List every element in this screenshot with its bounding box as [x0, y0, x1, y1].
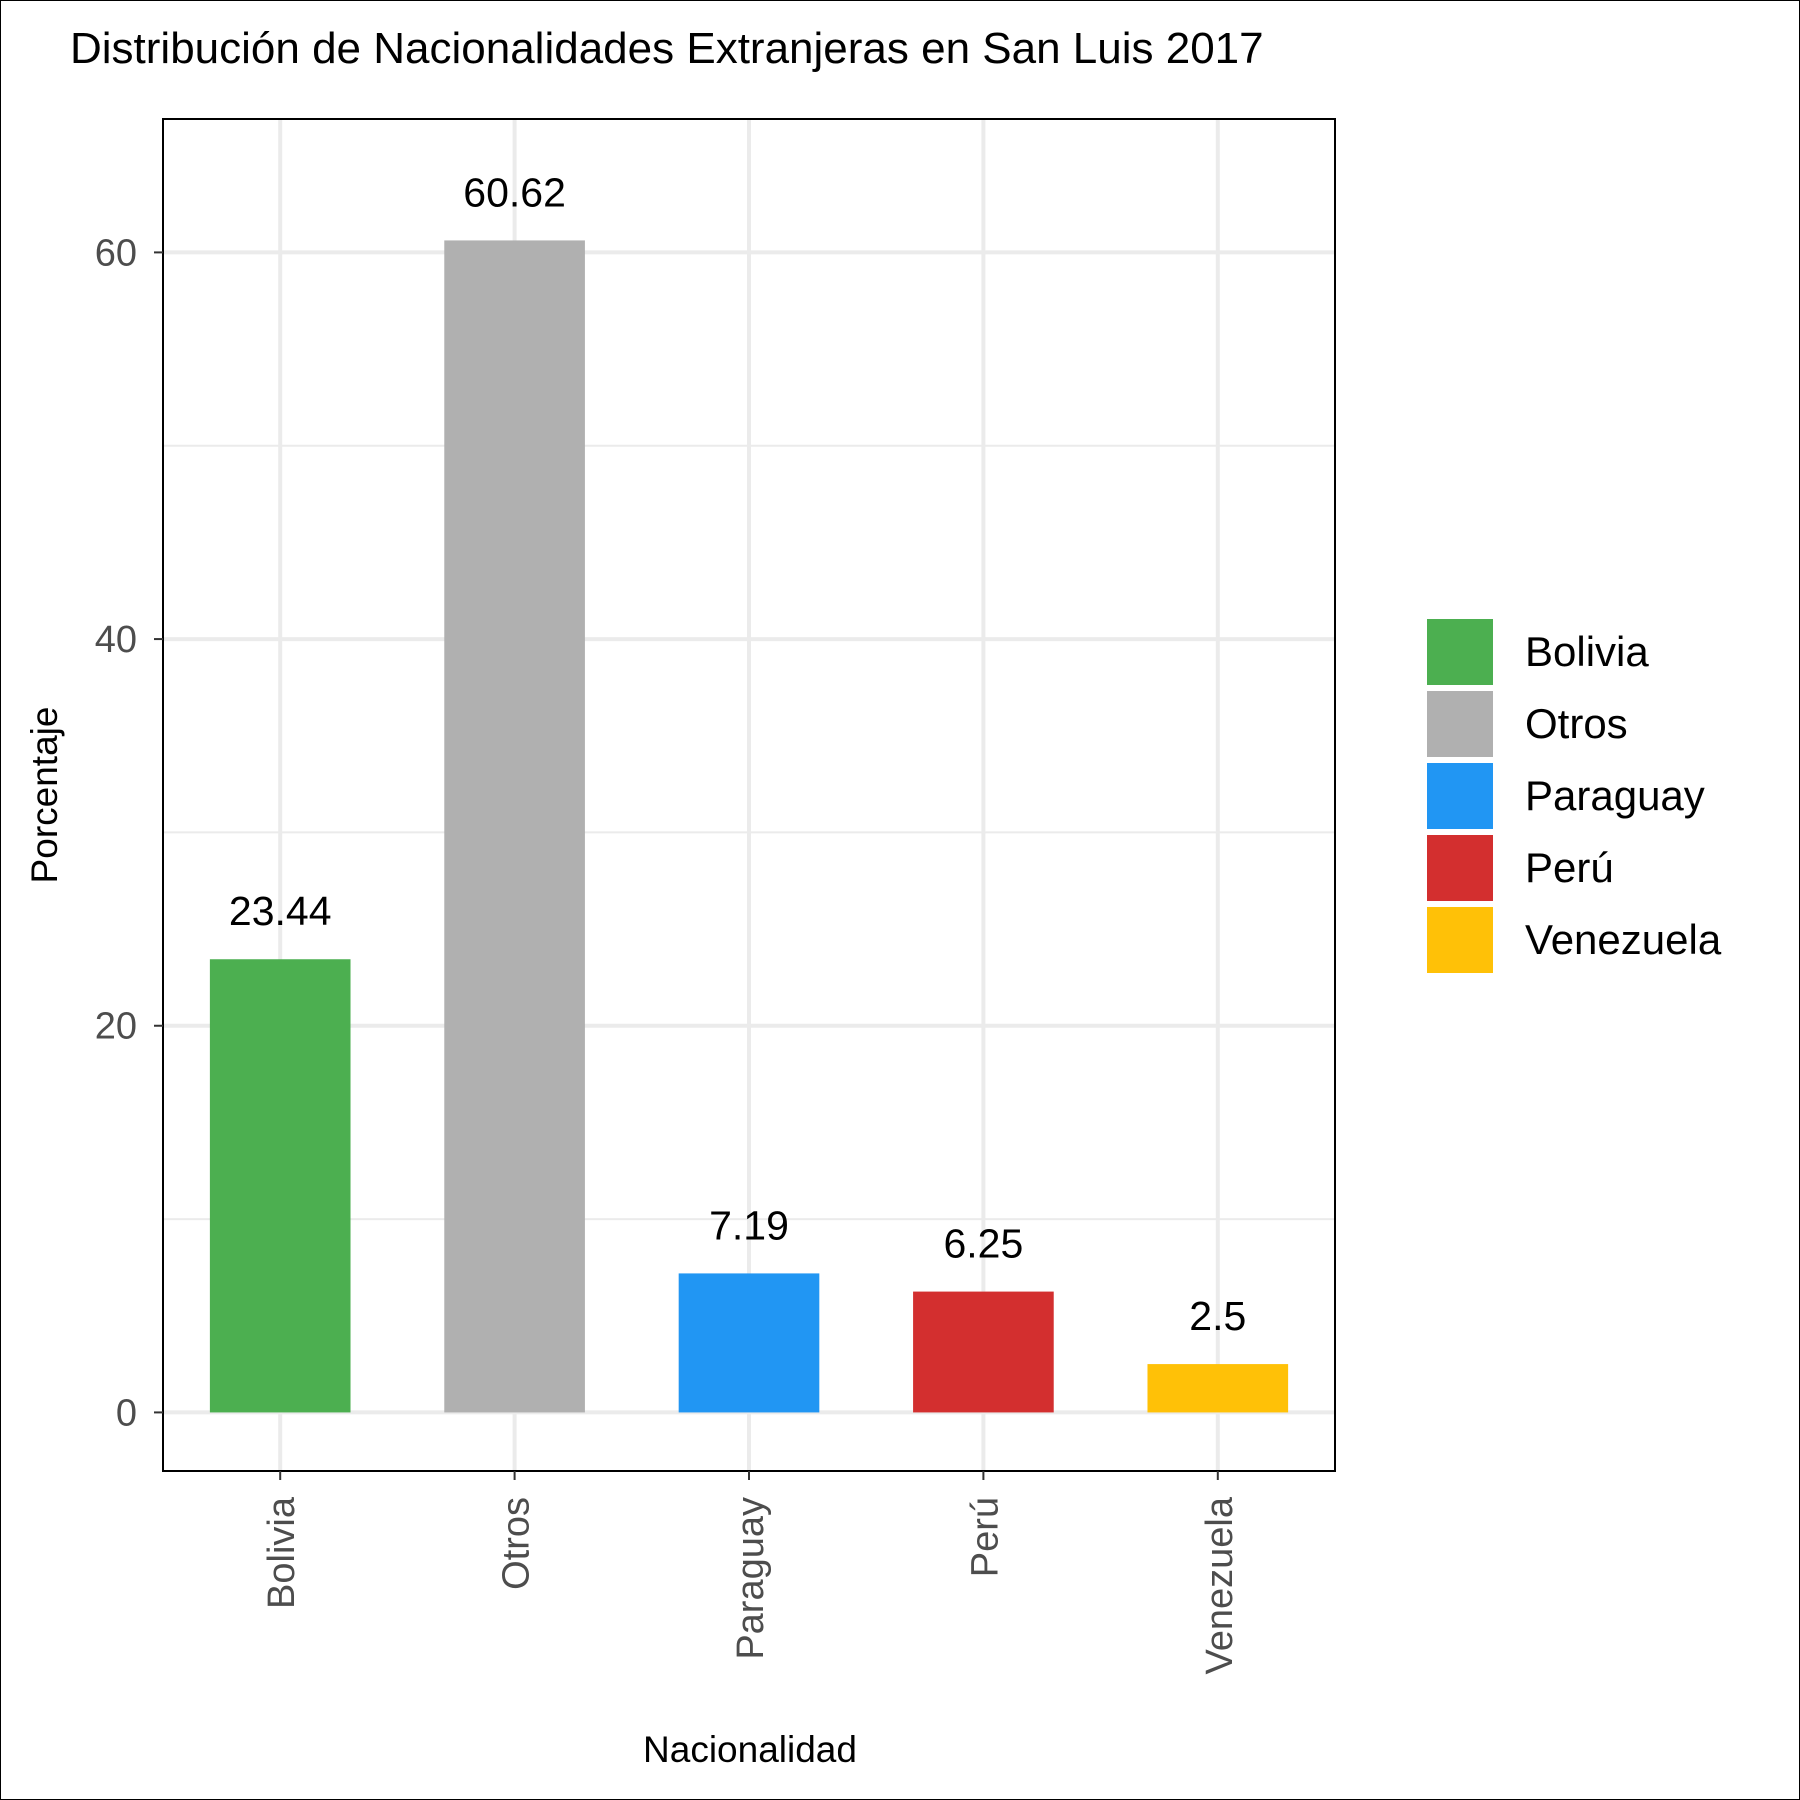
- bar: [913, 1291, 1054, 1413]
- plot-panel: 23.44 60.62 7.19 6.25 2.5: [162, 118, 1336, 1472]
- legend-key: [1427, 763, 1493, 829]
- legend-label: Perú: [1525, 844, 1614, 891]
- x-tick-label: Otros: [496, 1497, 538, 1590]
- legend-label: Venezuela: [1525, 916, 1722, 963]
- x-axis-ticks: Bolivia Otros Paraguay Perú Venezuela: [261, 1471, 1241, 1675]
- y-tick-label: 0: [116, 1392, 137, 1434]
- legend-key: [1427, 691, 1493, 757]
- bar: [209, 959, 351, 1413]
- x-axis-title: Nacionalidad: [643, 1729, 857, 1770]
- bar-value-label: 60.62: [463, 169, 566, 215]
- bar: [1147, 1364, 1289, 1413]
- bar-value-labels: 23.44 60.62 7.19 6.25 2.5: [229, 169, 1246, 1339]
- chart-title: Distribución de Nacionalidades Extranjer…: [70, 24, 1264, 73]
- bar-value-label: 6.25: [943, 1221, 1023, 1267]
- grid-lines: [163, 119, 1335, 1471]
- y-axis-ticks: 0 20 40 60: [95, 232, 163, 1434]
- bar: [678, 1273, 820, 1413]
- bars: [209, 240, 1289, 1413]
- y-tick-label: 60: [95, 232, 137, 274]
- bar-value-label: 2.5: [1189, 1293, 1246, 1339]
- bar-value-label: 23.44: [229, 888, 332, 934]
- legend-label: Paraguay: [1525, 772, 1705, 819]
- x-tick-label: Bolivia: [261, 1496, 303, 1609]
- x-tick-label: Perú: [964, 1497, 1006, 1577]
- legend-key: [1427, 835, 1493, 901]
- y-tick-label: 40: [95, 619, 137, 661]
- legend-label: Otros: [1525, 700, 1628, 747]
- legend-key: [1427, 907, 1493, 973]
- legend: Bolivia Otros Paraguay Perú Venezuela: [1427, 619, 1722, 973]
- x-tick-label: Paraguay: [730, 1497, 772, 1660]
- y-tick-label: 20: [95, 1006, 137, 1048]
- bar-value-label: 7.19: [709, 1202, 789, 1248]
- legend-label: Bolivia: [1525, 628, 1649, 675]
- bar: [444, 240, 585, 1413]
- y-axis-title: Porcentaje: [24, 707, 65, 884]
- x-tick-label: Venezuela: [1199, 1496, 1241, 1674]
- legend-key: [1427, 619, 1493, 685]
